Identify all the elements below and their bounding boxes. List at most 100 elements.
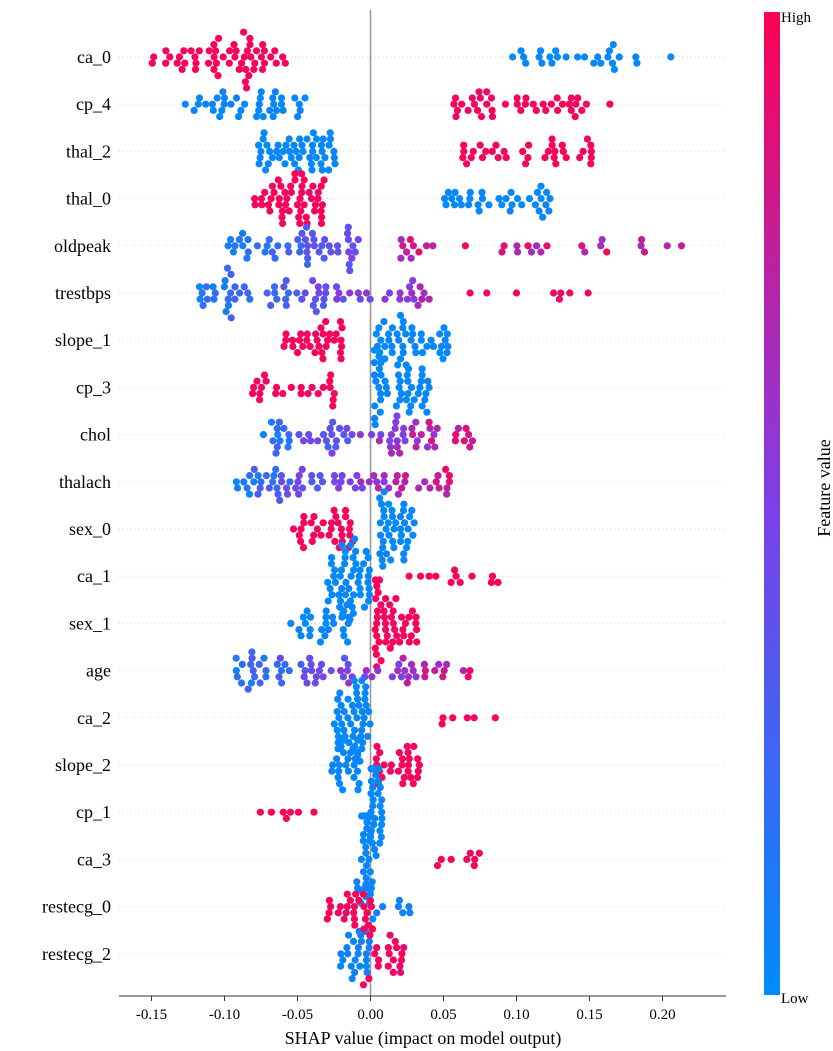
shap-dot-age (431, 667, 439, 675)
shap-dot-ca_0 (246, 34, 254, 43)
shap-dot-thal_2 (478, 154, 487, 162)
shap-dot-slope_1 (317, 324, 325, 332)
shap-dot-thalach (432, 478, 440, 486)
shap-dot-slope_1 (409, 330, 417, 338)
shap-dot-thal_0 (318, 201, 326, 209)
shap-dot-ca_1 (331, 578, 339, 587)
shap-dot-ca_0 (251, 59, 259, 67)
shap-dot-cp_4 (521, 100, 530, 108)
shap-dot-cp_1 (279, 808, 287, 816)
shap-dot-cp_3 (421, 396, 429, 404)
shap-dot-slope_1 (443, 349, 451, 357)
shap-dot-sex_0 (376, 519, 384, 527)
shap-dot-ca_0 (604, 53, 612, 61)
shap-dot-restecg_2 (347, 962, 355, 970)
shap-dot-thal_2 (519, 147, 527, 155)
shap-dot-thalach (245, 490, 254, 498)
shap-dot-restecg_2 (345, 931, 353, 939)
shap-dot-slope_2 (335, 761, 343, 769)
shap-dot-ca_1 (365, 585, 373, 593)
shap-dot-trestbps (195, 283, 204, 291)
shap-dot-cp_3 (404, 365, 413, 373)
shap-dot-oldpeak (325, 242, 333, 250)
shap-dot-sex_0 (385, 531, 393, 539)
shap-dot-cp_4 (464, 106, 472, 114)
shap-dot-restecg_2 (389, 968, 397, 977)
shap-dot-thalach (254, 490, 262, 498)
shap-dot-cp_4 (574, 94, 582, 102)
shap-dot-thalach (330, 472, 338, 480)
shap-dot-cp_3 (410, 396, 418, 404)
shap-dot-slope_1 (295, 336, 304, 344)
shap-dot-sex_1 (316, 638, 325, 646)
shap-dot-oldpeak (344, 236, 352, 244)
shap-dot-age (303, 679, 311, 687)
shap-dot-trestbps (335, 289, 343, 297)
shap-dot-age (327, 667, 335, 675)
shap-dot-oldpeak (527, 248, 536, 256)
shap-dot-thal_0 (314, 195, 322, 203)
shap-dot-thalach (443, 490, 451, 498)
shap-dot-oldpeak (235, 236, 243, 244)
shap-dot-slope_2 (354, 786, 362, 794)
shap-dot-thal_2 (290, 141, 298, 149)
shap-dot-thal_0 (270, 188, 278, 196)
shap-dot-thal_2 (544, 147, 552, 155)
shap-dot-thalach (373, 478, 381, 486)
shap-dot-trestbps (410, 295, 418, 303)
shap-dot-sex_1 (287, 619, 295, 628)
shap-dot-restecg_2 (393, 944, 401, 952)
shap-dot-slope_2 (398, 755, 407, 763)
shap-dot-ca_3 (366, 837, 374, 845)
shap-dot-chol (386, 443, 395, 451)
shap-dot-thal_2 (295, 154, 303, 162)
shap-dot-sex_1 (372, 650, 380, 659)
shap-dot-trestbps (198, 289, 206, 297)
shap-dot-thal_0 (442, 201, 450, 209)
shap-dot-ca_0 (517, 47, 525, 55)
shap-dot-thal_2 (587, 160, 595, 168)
shap-dot-age (435, 660, 443, 669)
shap-dot-trestbps (512, 289, 521, 297)
shap-dot-ca_0 (226, 47, 234, 55)
shap-dot-cp_4 (452, 113, 460, 121)
shap-dot-thal_2 (583, 135, 592, 143)
shap-dot-oldpeak (409, 242, 417, 250)
shap-dot-thal_2 (587, 141, 595, 149)
shap-dot-cp_3 (319, 383, 327, 391)
shap-dot-ca_2 (439, 714, 447, 722)
shap-dot-sex_1 (345, 613, 353, 621)
shap-dot-ca_3 (475, 849, 483, 857)
shap-dot-cp_3 (375, 383, 383, 391)
shap-dot-chol (412, 418, 420, 426)
feature-label-ca_0: ca_0 (77, 47, 111, 67)
shap-dot-thalach (337, 478, 345, 486)
shap-dot-sex_1 (373, 613, 381, 621)
shap-dot-thal_0 (537, 195, 545, 203)
shap-dot-sex_1 (295, 626, 303, 634)
shap-dot-cp_4 (256, 94, 264, 102)
shap-dot-ca_0 (215, 34, 223, 43)
shap-dot-age (401, 667, 409, 675)
shap-dot-ca_2 (340, 726, 348, 734)
shap-dot-sex_0 (382, 550, 391, 558)
shap-dot-thalach (380, 472, 388, 480)
shap-dot-ca_0 (191, 53, 199, 61)
feature-label-restecg_2: restecg_2 (42, 944, 111, 964)
shap-dot-thalach (272, 465, 280, 473)
shap-dot-oldpeak (351, 248, 359, 256)
shap-dot-trestbps (209, 283, 217, 291)
shap-dot-ca_2 (355, 701, 363, 710)
shap-dot-cp_4 (291, 94, 299, 102)
shap-dot-thalach (365, 478, 373, 486)
shap-dot-thalach (313, 484, 322, 492)
shap-dot-thal_0 (465, 201, 473, 209)
shap-dot-cp_3 (381, 377, 389, 385)
shap-dot-ca_1 (331, 566, 339, 574)
shap-dot-ca_0 (257, 53, 265, 61)
shap-dot-chol (272, 449, 280, 457)
shap-dot-cp_4 (259, 113, 267, 121)
shap-dot-slope_1 (384, 330, 393, 338)
shap-dot-ca_0 (552, 47, 560, 55)
